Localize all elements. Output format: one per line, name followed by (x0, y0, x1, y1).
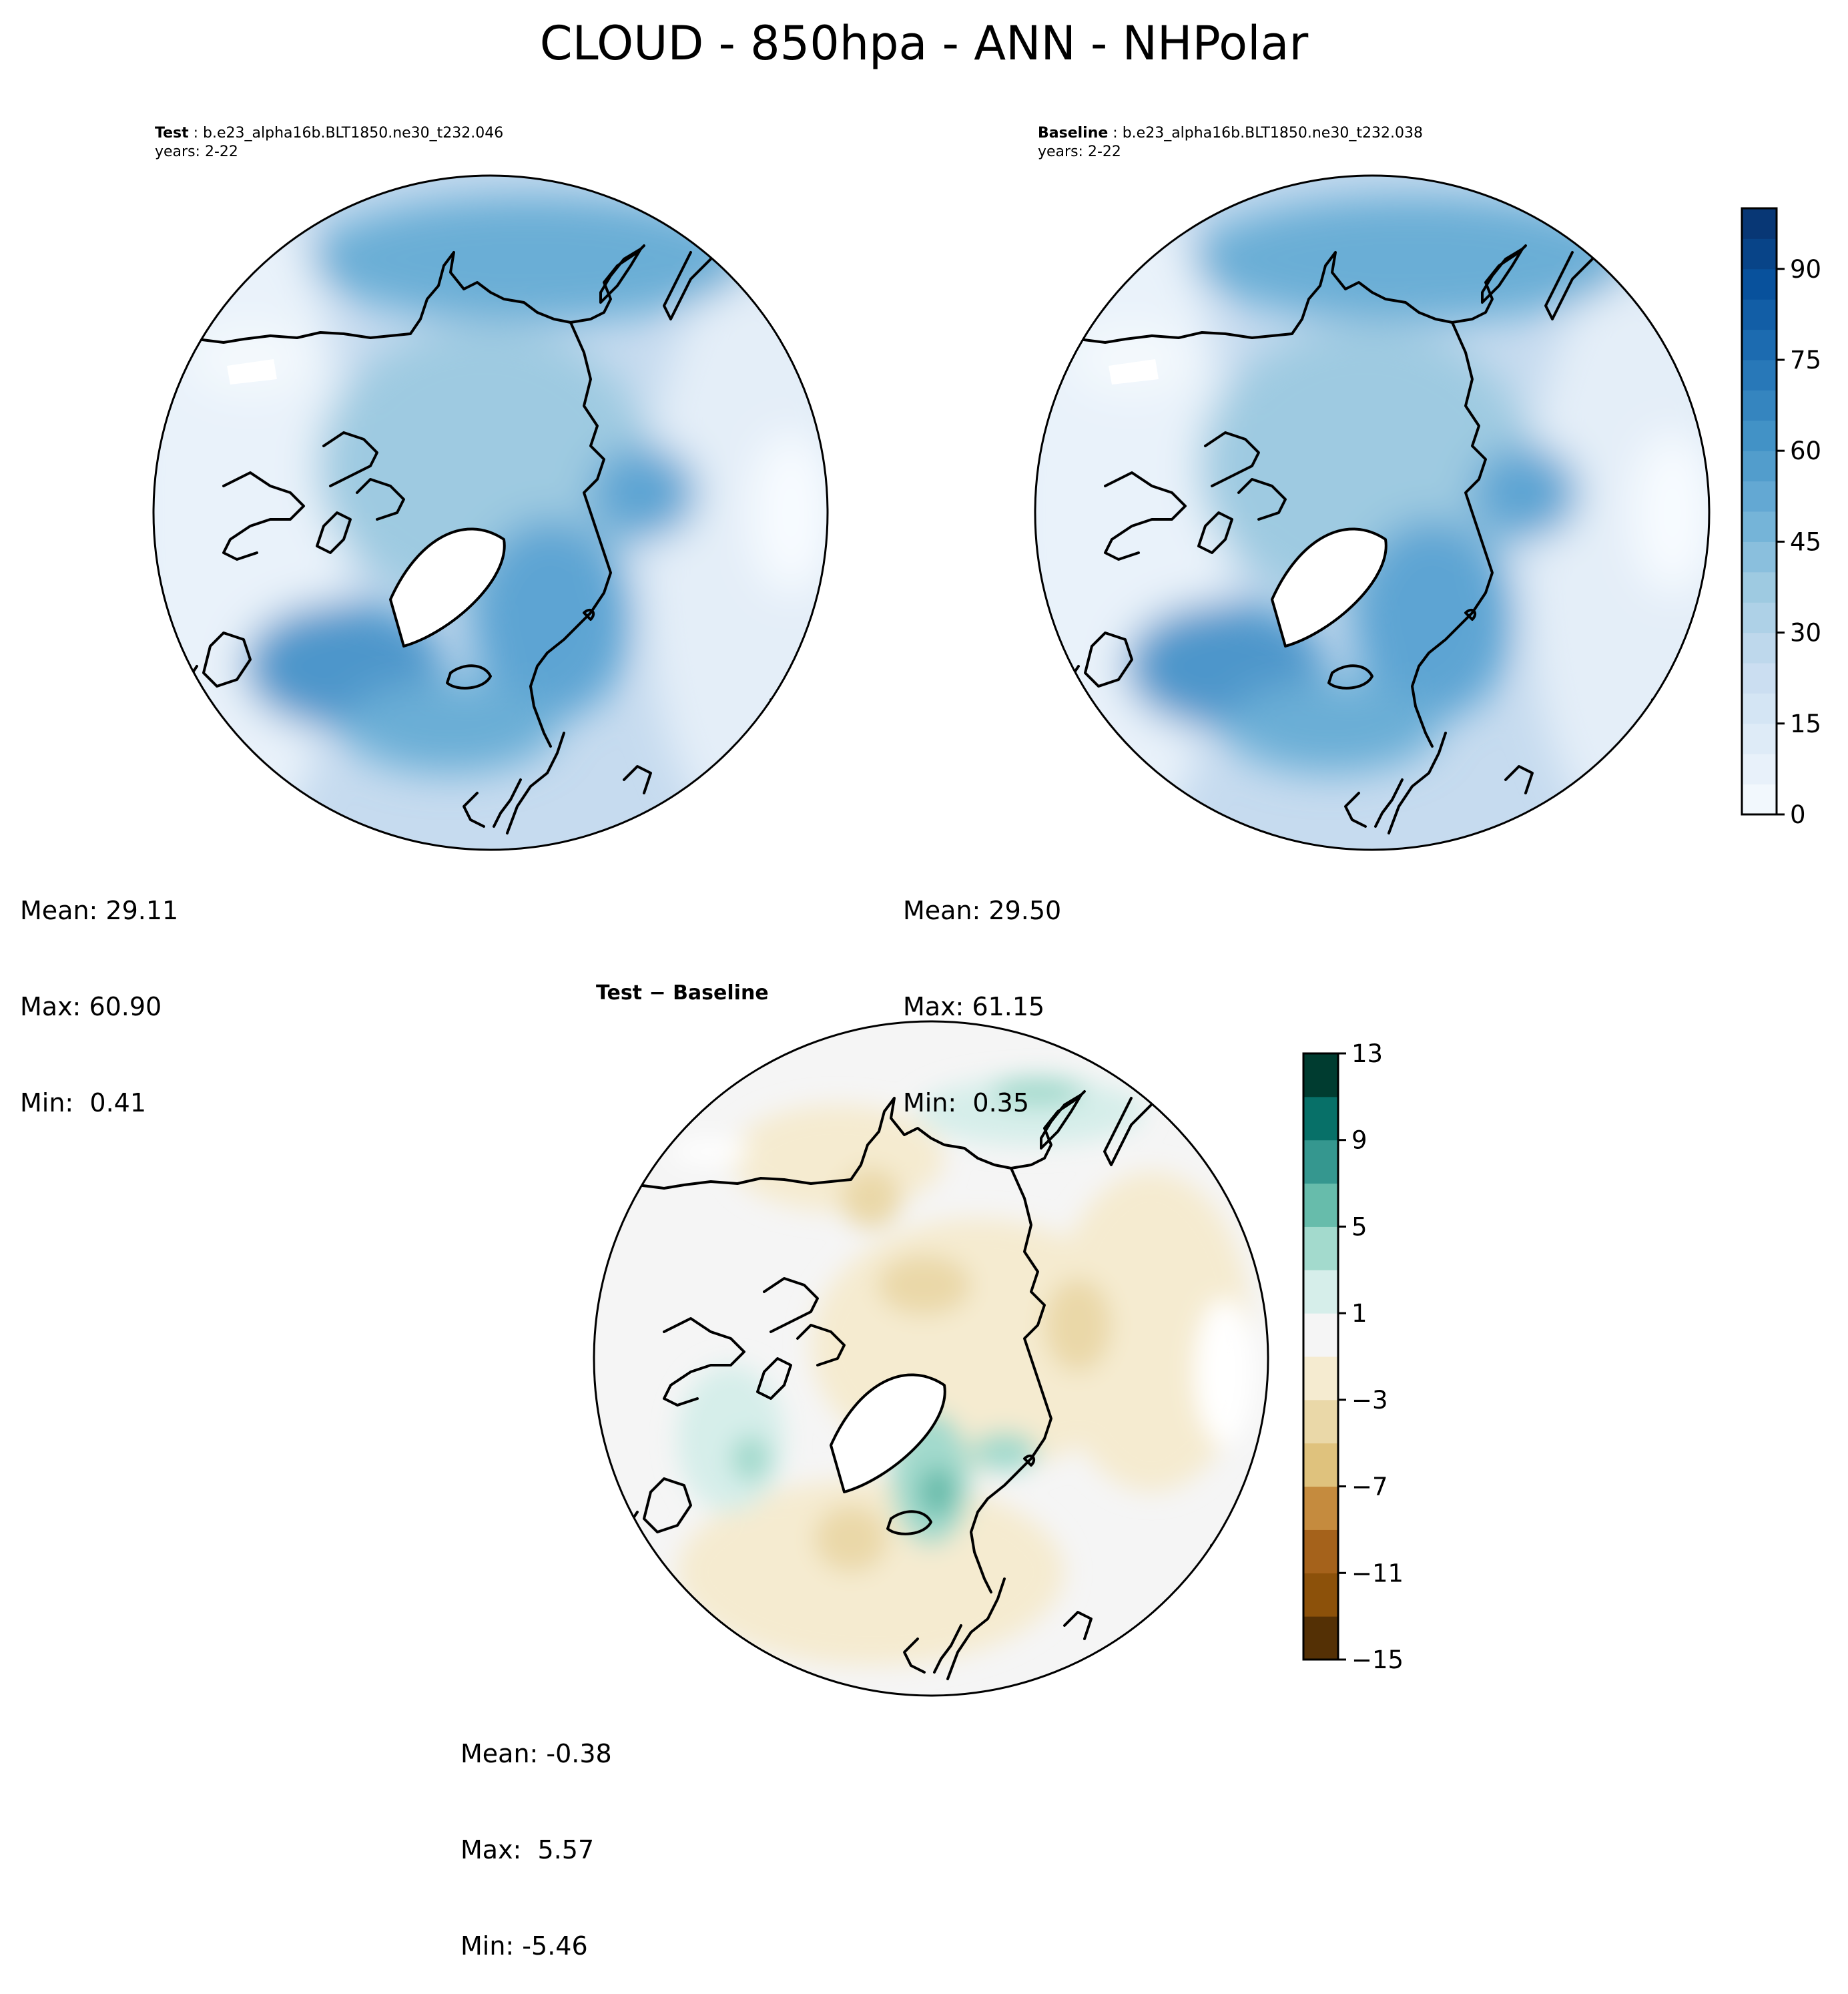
colorbar-main-swatch (1742, 541, 1777, 573)
colorbar-diff: −15 −11 −7 −3 1 5 9 13 (1302, 1039, 1404, 1674)
test-colon: : (188, 125, 204, 142)
baseline-colon: : (1108, 125, 1123, 142)
colorbar-main-swatch (1742, 481, 1777, 512)
test-case-header: Test : b.e23_alpha16b.BLT1850.ne30_t232.… (155, 124, 503, 143)
colorbar-diff-tick-label: −7 (1351, 1473, 1388, 1501)
colorbar-main-swatch (1742, 299, 1777, 330)
colorbar-diff-swatch (1303, 1270, 1338, 1314)
colorbar-diff-swatch (1303, 1183, 1338, 1227)
colorbar-main-swatch (1742, 451, 1777, 482)
diff-title-baseline: Baseline (673, 981, 769, 1005)
baseline-mean: Mean: 29.50 (903, 896, 1062, 925)
baseline-case-name: b.e23_alpha16b.BLT1850.ne30_t232.038 (1122, 125, 1423, 142)
colorbar-diff-swatch (1303, 1313, 1338, 1357)
baseline-label: Baseline (1038, 125, 1109, 142)
colorbar-diff-tick-label: 13 (1351, 1039, 1383, 1068)
colorbar-diff-swatch (1303, 1573, 1338, 1617)
colorbar-diff-swatch (1303, 1096, 1338, 1141)
test-min: Min: 0.41 (20, 1088, 146, 1117)
colorbar-main-swatch (1742, 360, 1777, 391)
diff-title-test: Test (596, 981, 643, 1005)
figure-title: CLOUD - 850hpa - ANN - NHPolar (539, 16, 1309, 71)
test-case-name: b.e23_alpha16b.BLT1850.ne30_t232.046 (203, 125, 504, 142)
colorbar-main: 0 15 30 45 60 75 90 (1741, 207, 1821, 829)
test-label: Test (155, 125, 189, 142)
colorbar-main-swatch (1742, 754, 1777, 785)
colorbar-main-tick-label: 75 (1790, 346, 1821, 375)
colorbar-diff-swatch (1303, 1226, 1338, 1270)
colorbar-main-swatch (1742, 511, 1777, 542)
test-map (152, 174, 829, 851)
colorbar-main-tick-label: 0 (1790, 800, 1806, 829)
baseline-min: Min: 0.35 (903, 1088, 1029, 1117)
colorbar-main-swatch (1742, 420, 1777, 451)
colorbar-diff-tick-label: 5 (1351, 1212, 1367, 1241)
colorbar-diff-tick-label: −15 (1351, 1646, 1404, 1674)
diff-panel-title: Test − Baseline (596, 981, 769, 1005)
test-years: years: 2-22 (155, 144, 238, 160)
colorbar-diff-tick-label: 9 (1351, 1126, 1367, 1155)
colorbar-main-tick-label: 15 (1790, 710, 1821, 738)
colorbar-diff-tick-label: −3 (1351, 1386, 1388, 1415)
baseline-stats: Mean: 29.50 Max: 61.15 Min: 0.35 (903, 830, 1061, 1151)
diff-map (593, 1020, 1269, 1697)
colorbar-main-swatch (1742, 663, 1777, 694)
baseline-map (1034, 174, 1711, 851)
colorbar-main-frame (1741, 207, 1778, 816)
colorbar-main-swatch (1742, 571, 1777, 603)
colorbar-main-swatch (1742, 238, 1777, 270)
colorbar-main-tick-label: 45 (1790, 527, 1821, 556)
diff-stats: Mean: -0.38 Max: 5.57 Min: -5.46 (460, 1674, 612, 1994)
colorbar-diff-swatch (1303, 1616, 1338, 1660)
test-mean: Mean: 29.11 (20, 896, 179, 925)
diff-mean: Mean: -0.38 (460, 1739, 612, 1768)
colorbar-diff-frame (1302, 1052, 1339, 1661)
colorbar-main-swatch (1742, 632, 1777, 664)
diff-title-sep: − (642, 981, 673, 1005)
colorbar-main-swatch (1742, 602, 1777, 634)
colorbar-main-tick-label: 60 (1790, 437, 1821, 465)
colorbar-main-tick-label: 90 (1790, 255, 1821, 284)
colorbar-diff-swatch (1303, 1399, 1338, 1444)
colorbar-main-swatch (1742, 784, 1777, 815)
colorbar-main-swatch (1742, 390, 1777, 421)
colorbar-diff-swatch (1303, 1486, 1338, 1530)
diff-max: Max: 5.57 (460, 1835, 595, 1864)
colorbar-diff-tick-label: 1 (1351, 1299, 1367, 1328)
colorbar-main-swatch (1742, 329, 1777, 360)
diff-min: Min: -5.46 (460, 1931, 588, 1961)
colorbar-diff-swatch (1303, 1053, 1338, 1097)
baseline-years: years: 2-22 (1038, 144, 1121, 160)
colorbar-diff-swatch (1303, 1529, 1338, 1573)
test-stats: Mean: 29.11 Max: 60.90 Min: 0.41 (20, 830, 178, 1151)
colorbar-main-tick-label: 30 (1790, 619, 1821, 648)
colorbar-main-swatch (1742, 268, 1777, 300)
baseline-case-header: Baseline : b.e23_alpha16b.BLT1850.ne30_t… (1038, 124, 1423, 143)
baseline-max: Max: 61.15 (903, 992, 1045, 1021)
colorbar-diff-tick-label: −11 (1351, 1559, 1404, 1587)
colorbar-main-swatch (1742, 693, 1777, 724)
colorbar-diff-swatch (1303, 1140, 1338, 1184)
colorbar-main-swatch (1742, 208, 1777, 239)
colorbar-main-swatch (1742, 723, 1777, 754)
colorbar-diff-swatch (1303, 1356, 1338, 1401)
test-max: Max: 60.90 (20, 992, 162, 1021)
colorbar-diff-swatch (1303, 1443, 1338, 1487)
